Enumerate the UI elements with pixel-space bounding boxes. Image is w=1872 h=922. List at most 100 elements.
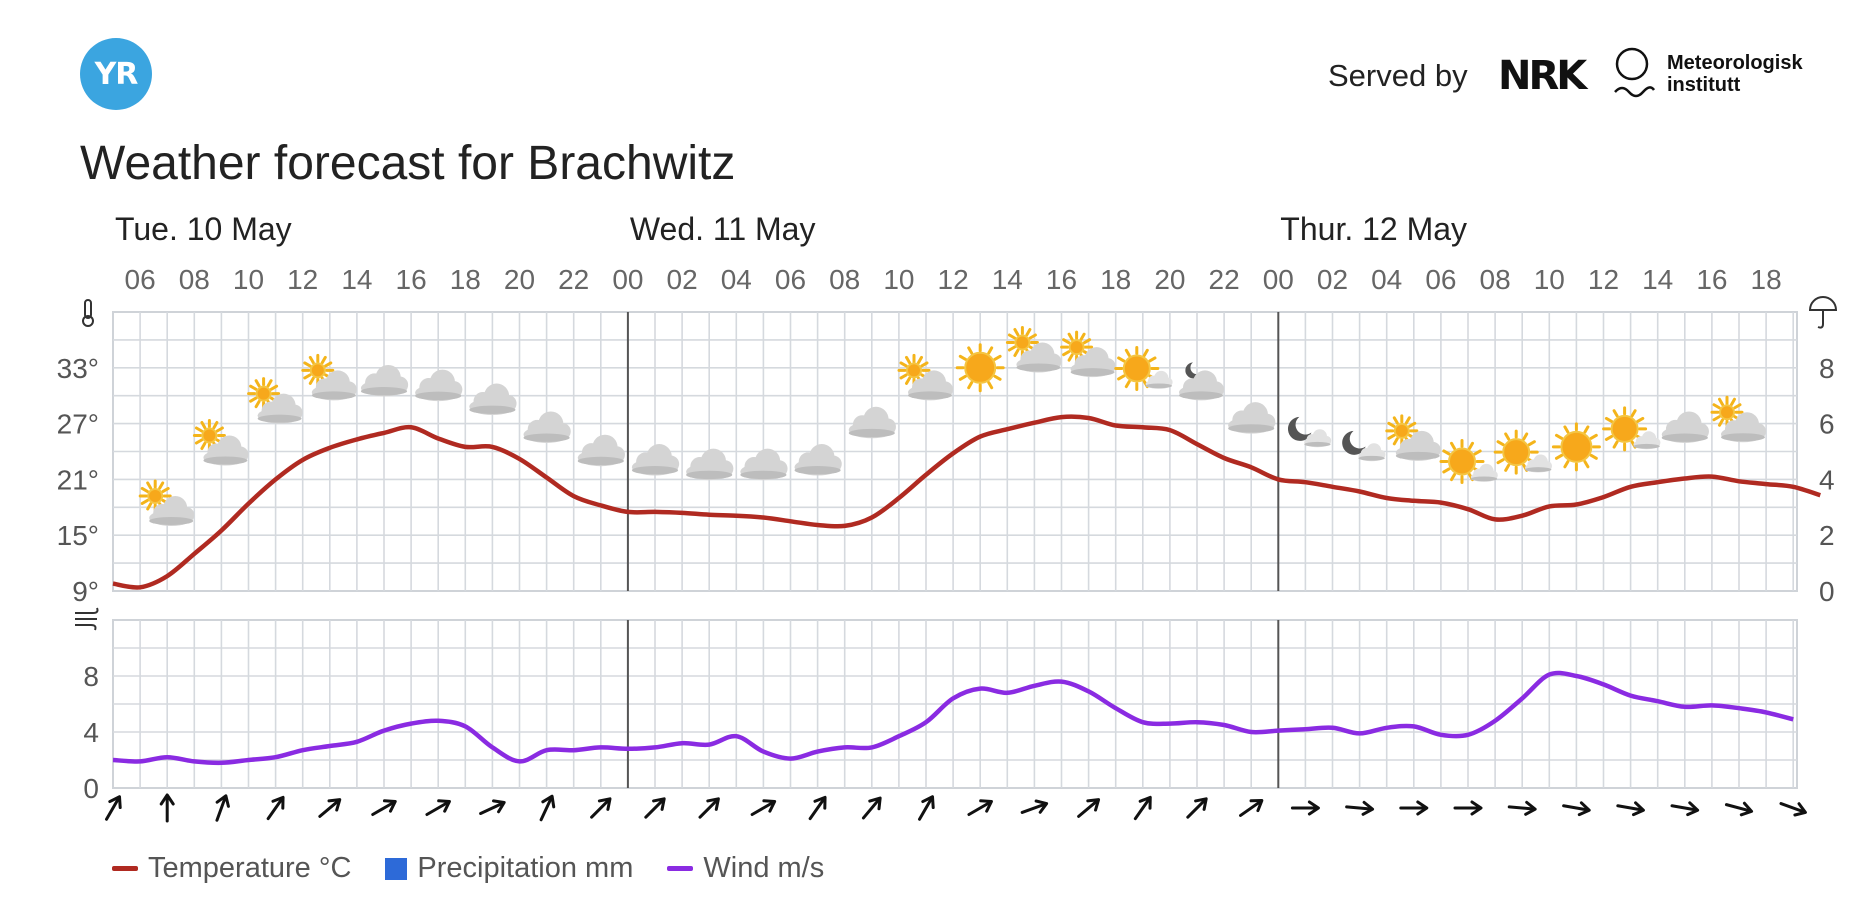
legend-item-temperature: Temperature °C — [112, 852, 351, 885]
legend-label: Temperature °C — [148, 852, 352, 884]
wind-direction-arrow — [159, 793, 175, 823]
cloudy-icon — [577, 434, 625, 467]
hour-tick-label: 08 — [1480, 264, 1511, 295]
temperature-tick-label: 15° — [57, 520, 99, 551]
partly-cloudy-night-icon — [1179, 362, 1224, 401]
hour-tick-label: 12 — [287, 264, 318, 295]
wind-direction-arrow — [105, 795, 122, 821]
wind-tick-label: 4 — [83, 717, 99, 748]
precipitation-tick-label: 4 — [1819, 464, 1835, 495]
hour-tick-label: 06 — [775, 264, 806, 295]
legend-swatch — [112, 866, 138, 871]
wind-direction-arrow — [1020, 799, 1049, 814]
hour-tick-label: 04 — [721, 264, 752, 295]
partly-cloudy-day-icon — [1005, 326, 1062, 373]
hour-tick-label: 02 — [1317, 264, 1348, 295]
met-institute-logo[interactable]: Meteorologisk institutt — [1667, 52, 1803, 96]
met-logo-line-2: institutt — [1667, 74, 1741, 96]
hour-tick-label: 18 — [1751, 264, 1782, 295]
wind-tick-label: 0 — [83, 773, 99, 804]
wind-direction-arrow — [1239, 799, 1264, 817]
cloudy-icon — [740, 448, 788, 481]
hour-tick-label: 10 — [233, 264, 264, 295]
partly-cloudy-day-icon — [301, 353, 357, 401]
hour-tick-label: 18 — [1100, 264, 1131, 295]
yr-logo[interactable]: YR — [80, 38, 152, 110]
wind-direction-arrow — [1670, 801, 1700, 817]
wind-direction-arrow — [1133, 795, 1152, 821]
chart-legend: Temperature °C Precipitation mm Wind m/s — [112, 852, 858, 885]
cloudy-icon — [686, 448, 734, 481]
partly-cloudy-day-icon — [247, 377, 303, 424]
wind-direction-arrow — [1453, 800, 1483, 816]
wind-direction-arrow — [266, 795, 285, 821]
partly-cloudy-day-icon — [1385, 414, 1441, 461]
cloudy-icon — [523, 411, 571, 443]
day-label: Thur. 12 May — [1280, 211, 1467, 247]
legend-item-wind: Wind m/s — [667, 852, 824, 885]
wind-direction-arrow — [861, 796, 882, 820]
temperature-tick-label: 33° — [57, 353, 99, 384]
hour-tick-label: 08 — [829, 264, 860, 295]
hour-tick-label: 00 — [1263, 264, 1294, 295]
hour-tick-label: 00 — [612, 264, 643, 295]
wind-direction-arrow — [1186, 797, 1208, 819]
hour-tick-label: 14 — [1642, 264, 1673, 295]
temperature-tick-label: 9° — [72, 576, 99, 607]
fair-day-icon — [1439, 438, 1498, 484]
temperature-tick-label: 27° — [57, 409, 99, 440]
hour-tick-label: 14 — [992, 264, 1023, 295]
nrk-logo[interactable]: NRK — [1498, 53, 1587, 99]
fair-day-icon — [1114, 345, 1173, 391]
wind-arrows — [105, 793, 1807, 823]
temperature-line — [112, 414, 1821, 590]
wind-direction-arrow — [1290, 800, 1320, 816]
precipitation-tick-label: 0 — [1819, 576, 1835, 607]
hour-tick-label: 04 — [1371, 264, 1402, 295]
legend-label: Wind m/s — [703, 852, 825, 884]
wind-tick-label: 8 — [83, 661, 99, 692]
chart-grid — [112, 311, 1798, 789]
legend-item-precipitation: Precipitation mm — [385, 852, 633, 885]
wind-line — [112, 670, 1794, 766]
wind-direction-arrow — [371, 799, 397, 816]
wind-direction-arrow — [1345, 800, 1375, 816]
wind-direction-arrow — [590, 797, 612, 819]
hour-tick-label: 06 — [125, 264, 156, 295]
cloudy-icon — [360, 364, 409, 397]
cloudy-icon — [469, 383, 517, 416]
met-institute-icon — [1614, 47, 1656, 98]
wind-direction-arrow — [425, 799, 451, 816]
cloudy-icon — [631, 444, 680, 476]
fair-night-icon — [1287, 416, 1332, 448]
wind-direction-arrow — [1399, 800, 1429, 816]
fair-night-icon — [1342, 430, 1386, 462]
hour-tick-label: 12 — [938, 264, 969, 295]
wind-direction-arrow — [1724, 801, 1754, 817]
wind-direction-arrow — [1616, 801, 1645, 817]
precipitation-tick-label: 8 — [1819, 353, 1835, 384]
temperature-tick-label: 21° — [57, 464, 99, 495]
wind-icon — [75, 607, 99, 631]
cloudy-icon — [848, 406, 896, 439]
hour-tick-label: 10 — [883, 264, 914, 295]
wind-direction-arrow — [808, 795, 827, 821]
day-label: Tue. 10 May — [115, 211, 292, 247]
hour-tick-label: 16 — [1696, 264, 1727, 295]
precipitation-tick-label: 6 — [1819, 409, 1835, 440]
partly-cloudy-day-icon — [192, 419, 249, 466]
cloudy-icon — [1661, 411, 1709, 443]
wind-direction-arrow — [539, 794, 556, 822]
hour-tick-label: 06 — [1425, 264, 1456, 295]
yr-logo-text: YR — [94, 56, 139, 92]
hour-tick-label: 22 — [558, 264, 589, 295]
hour-tick-label: 14 — [341, 264, 372, 295]
sun-icon — [1551, 422, 1601, 472]
partly-cloudy-day-icon — [897, 353, 953, 401]
hour-tick-label: 10 — [1534, 264, 1565, 295]
hour-tick-label: 20 — [1154, 264, 1185, 295]
legend-label: Precipitation mm — [417, 852, 634, 884]
wind-direction-arrow — [1077, 798, 1101, 818]
wind-direction-arrow — [750, 799, 777, 816]
